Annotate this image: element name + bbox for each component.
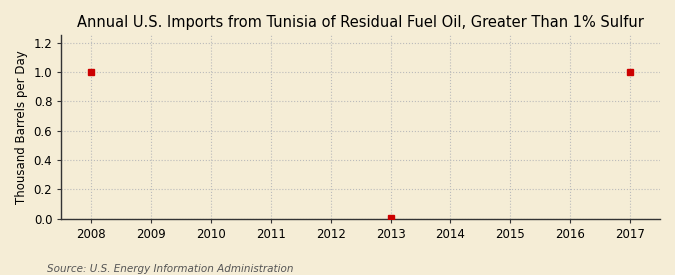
Y-axis label: Thousand Barrels per Day: Thousand Barrels per Day	[15, 50, 28, 204]
Text: Source: U.S. Energy Information Administration: Source: U.S. Energy Information Administ…	[47, 264, 294, 274]
Title: Annual U.S. Imports from Tunisia of Residual Fuel Oil, Greater Than 1% Sulfur: Annual U.S. Imports from Tunisia of Resi…	[77, 15, 644, 30]
